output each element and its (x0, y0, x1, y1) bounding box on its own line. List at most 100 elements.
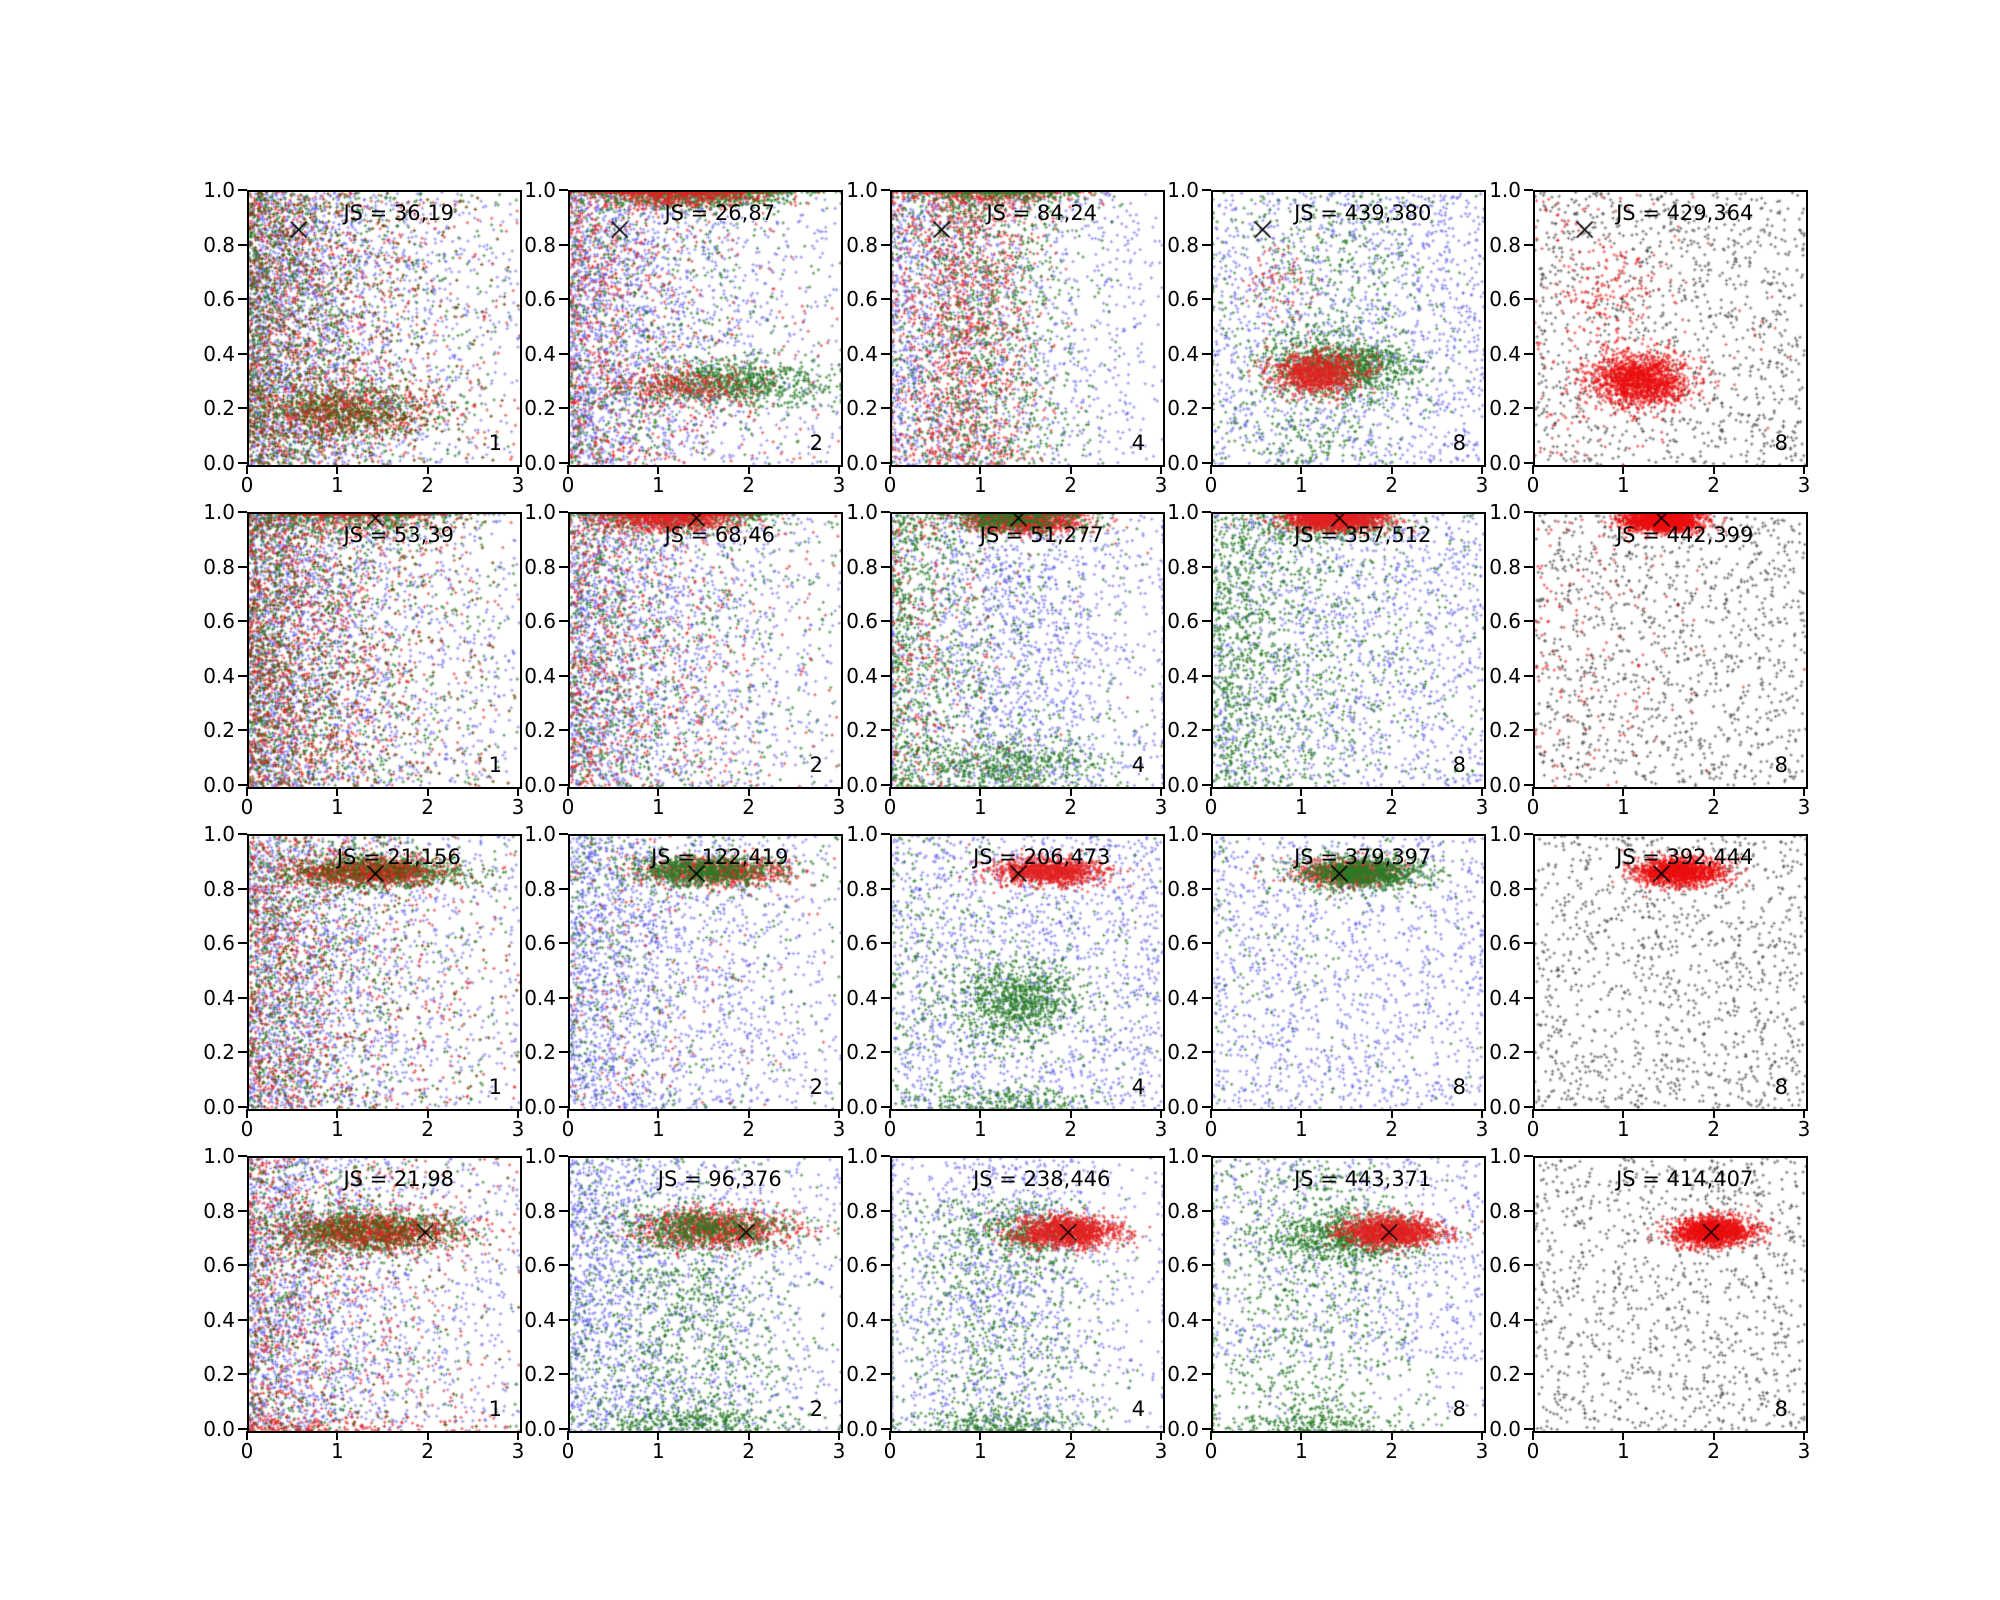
y-tick-label: 0.0 (846, 451, 878, 475)
subplot: JS = 21,98 1 0.0 0.2 0.4 0.6 0.8 1.0 0 1 2 3 (203, 1146, 524, 1461)
x-tick-mark (1160, 1431, 1162, 1440)
x-tick-mark (1069, 787, 1072, 796)
x-tick-mark (1481, 1109, 1483, 1118)
y-tick-label: 0.0 (524, 1095, 556, 1119)
x-tick-label: 1 (651, 795, 665, 819)
x-tick-label: 1 (973, 1117, 987, 1141)
x-tick-mark (517, 787, 519, 796)
x-tick-label: 0 (1526, 473, 1540, 497)
y-tick-mark (1202, 1209, 1211, 1212)
x-tick-mark (1300, 787, 1303, 796)
x-tick-mark (1069, 1109, 1072, 1118)
y-tick-label: 0.2 (1167, 718, 1199, 743)
y-tick-label: 1.0 (1489, 822, 1521, 846)
y-tick-mark (881, 833, 890, 835)
y-tick-mark (559, 298, 568, 301)
y-tick-label: 0.2 (203, 718, 235, 743)
y-tick-label: 0.4 (1489, 341, 1521, 366)
y-tick-label: 1.0 (524, 822, 556, 846)
x-tick-label: 2 (1385, 795, 1399, 819)
subplot: JS = 84,24 4 0.0 0.2 0.4 0.6 0.8 1.0 0 1 2 3 (846, 180, 1167, 495)
y-tick-label: 0.6 (846, 609, 878, 634)
x-tick-label: 2 (1707, 473, 1721, 497)
y-tick-mark (1202, 243, 1211, 246)
x-tick-mark (657, 1109, 660, 1118)
particle-count-label: 8 (1452, 1075, 1466, 1099)
y-tick-mark (559, 511, 568, 513)
x-tick-label: 3 (1154, 1117, 1168, 1141)
y-tick-label: 0.6 (1489, 287, 1521, 312)
y-tick-mark (1202, 462, 1211, 464)
x-tick-label: 3 (511, 473, 525, 497)
y-tick-mark (559, 942, 568, 945)
y-tick-mark (1202, 565, 1211, 568)
y-tick-mark (1524, 1264, 1533, 1267)
y-tick-label: 0.8 (1167, 232, 1199, 257)
x-tick-label: 0 (883, 795, 897, 819)
subplot: JS = 379,397 8 0.0 0.2 0.4 0.6 0.8 1.0 0 1 2 3 (1167, 824, 1488, 1139)
x-tick-label: 2 (421, 1439, 435, 1463)
y-tick-label: 0.6 (1167, 1253, 1199, 1278)
x-tick-label: 2 (1064, 1439, 1078, 1463)
y-tick-mark (1524, 620, 1533, 623)
particle-count-label: 1 (488, 431, 502, 455)
x-tick-mark (1532, 1431, 1534, 1440)
x-tick-mark (336, 1109, 339, 1118)
y-tick-label: 0.4 (1167, 1307, 1199, 1332)
x-tick-label: 1 (1294, 1439, 1308, 1463)
x-tick-label: 1 (973, 1439, 987, 1463)
x-tick-mark (747, 787, 750, 796)
y-tick-label: 0.2 (1489, 396, 1521, 421)
x-tick-mark (1390, 1431, 1393, 1440)
x-tick-label: 3 (832, 795, 846, 819)
y-tick-mark (238, 620, 247, 623)
x-tick-label: 3 (1475, 795, 1489, 819)
x-tick-label: 3 (1154, 795, 1168, 819)
js-annotation: JS = 439,380 (1294, 201, 1432, 225)
y-tick-label: 0.2 (524, 1040, 556, 1065)
y-tick-mark (559, 1155, 568, 1157)
y-tick-label: 0.8 (203, 876, 235, 901)
x-tick-label: 0 (1204, 795, 1218, 819)
y-tick-mark (559, 887, 568, 890)
x-tick-label: 2 (421, 795, 435, 819)
particle-count-label: 1 (488, 1397, 502, 1421)
subplot: JS = 238,446 4 0.0 0.2 0.4 0.6 0.8 1.0 0 1 2 3 (846, 1146, 1167, 1461)
y-tick-mark (881, 1051, 890, 1054)
y-tick-label: 0.2 (524, 396, 556, 421)
y-tick-mark (881, 1318, 890, 1321)
y-tick-mark (1202, 887, 1211, 890)
y-tick-mark (559, 620, 568, 623)
x-tick-label: 1 (330, 473, 344, 497)
js-annotation: JS = 53,39 (343, 523, 455, 547)
y-tick-mark (1202, 1428, 1211, 1430)
y-tick-mark (1202, 1106, 1211, 1108)
x-tick-label: 3 (511, 1439, 525, 1463)
y-tick-mark (1202, 298, 1211, 301)
y-tick-mark (881, 942, 890, 945)
y-tick-label: 0.8 (1167, 554, 1199, 579)
y-tick-mark (881, 352, 890, 355)
y-tick-mark (238, 243, 247, 246)
x-tick-label: 0 (883, 1117, 897, 1141)
x-tick-label: 0 (561, 1439, 575, 1463)
y-tick-mark (881, 243, 890, 246)
x-tick-label: 3 (1797, 1439, 1811, 1463)
x-tick-mark (979, 1109, 982, 1118)
x-tick-mark (747, 465, 750, 474)
js-annotation: JS = 68,46 (664, 523, 776, 547)
y-tick-mark (881, 1155, 890, 1157)
y-tick-mark (238, 298, 247, 301)
x-tick-label: 2 (1064, 473, 1078, 497)
x-tick-mark (1803, 787, 1805, 796)
x-tick-mark (657, 787, 660, 796)
x-tick-label: 1 (1294, 473, 1308, 497)
y-tick-label: 0.4 (524, 985, 556, 1010)
y-tick-label: 0.2 (1167, 1362, 1199, 1387)
x-tick-label: 0 (240, 473, 254, 497)
x-tick-label: 2 (421, 1117, 435, 1141)
scatter-canvas (1211, 1156, 1486, 1433)
y-tick-label: 1.0 (203, 500, 235, 524)
y-tick-mark (881, 887, 890, 890)
x-tick-label: 1 (1616, 473, 1630, 497)
